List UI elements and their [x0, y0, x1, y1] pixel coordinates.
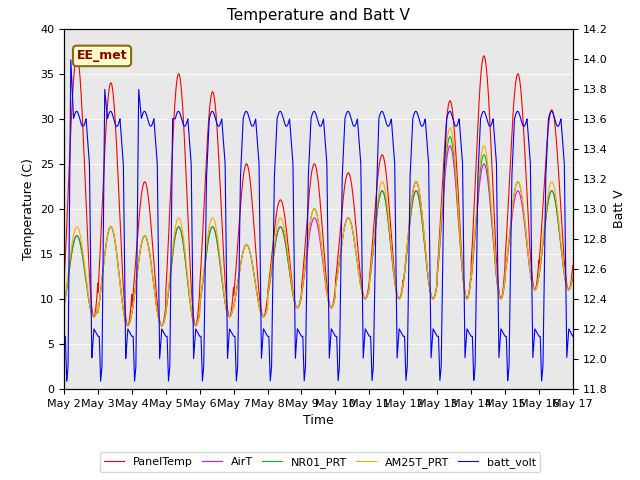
NR01_PRT: [300, 279, 307, 285]
PanelTemp: [404, 233, 412, 239]
batt_volt: [568, 333, 576, 338]
batt_volt: [97, 378, 104, 384]
AM25T_PRT: [432, 287, 440, 292]
Y-axis label: Temperature (C): Temperature (C): [22, 158, 35, 260]
AM25T_PRT: [60, 302, 68, 308]
Line: batt_volt: batt_volt: [64, 60, 573, 381]
X-axis label: Time: Time: [303, 414, 334, 427]
AM25T_PRT: [568, 276, 576, 281]
PanelTemp: [152, 279, 159, 285]
AirT: [60, 303, 68, 309]
AM25T_PRT: [569, 272, 577, 278]
batt_volt: [404, 305, 412, 311]
AirT: [404, 238, 412, 244]
PanelTemp: [300, 267, 307, 273]
NR01_PRT: [432, 287, 440, 293]
AirT: [432, 287, 440, 293]
AM25T_PRT: [461, 291, 469, 297]
batt_volt: [433, 332, 440, 337]
Line: AM25T_PRT: AM25T_PRT: [64, 128, 573, 326]
NR01_PRT: [404, 238, 412, 244]
PanelTemp: [568, 268, 576, 274]
PanelTemp: [461, 289, 469, 295]
batt_volt: [461, 353, 469, 359]
Text: EE_met: EE_met: [77, 49, 127, 62]
Y-axis label: Batt V: Batt V: [613, 190, 626, 228]
AM25T_PRT: [300, 279, 307, 285]
PanelTemp: [432, 287, 440, 292]
AirT: [461, 291, 469, 297]
AirT: [152, 296, 159, 301]
AirT: [300, 282, 307, 288]
batt_volt: [569, 334, 577, 339]
batt_volt: [60, 334, 68, 339]
NR01_PRT: [568, 276, 576, 282]
NR01_PRT: [461, 291, 469, 297]
AirT: [569, 274, 577, 279]
PanelTemp: [60, 278, 68, 284]
AM25T_PRT: [404, 233, 412, 239]
NR01_PRT: [569, 274, 577, 279]
Line: AirT: AirT: [64, 146, 573, 326]
PanelTemp: [192, 323, 200, 329]
batt_volt: [300, 349, 307, 355]
Line: NR01_PRT: NR01_PRT: [64, 137, 573, 326]
AM25T_PRT: [152, 296, 159, 301]
NR01_PRT: [152, 296, 159, 301]
Legend: PanelTemp, AirT, NR01_PRT, AM25T_PRT, batt_volt: PanelTemp, AirT, NR01_PRT, AM25T_PRT, ba…: [100, 452, 540, 472]
PanelTemp: [569, 263, 577, 268]
PanelTemp: [480, 53, 488, 59]
Line: PanelTemp: PanelTemp: [64, 56, 573, 326]
AM25T_PRT: [192, 323, 200, 329]
NR01_PRT: [60, 303, 68, 309]
AirT: [192, 323, 200, 329]
Title: Temperature and Batt V: Temperature and Batt V: [227, 9, 410, 24]
batt_volt: [152, 139, 159, 145]
AirT: [568, 276, 576, 282]
AM25T_PRT: [446, 125, 454, 131]
NR01_PRT: [192, 323, 200, 329]
batt_volt: [67, 57, 75, 63]
NR01_PRT: [446, 134, 454, 140]
AirT: [446, 143, 454, 149]
